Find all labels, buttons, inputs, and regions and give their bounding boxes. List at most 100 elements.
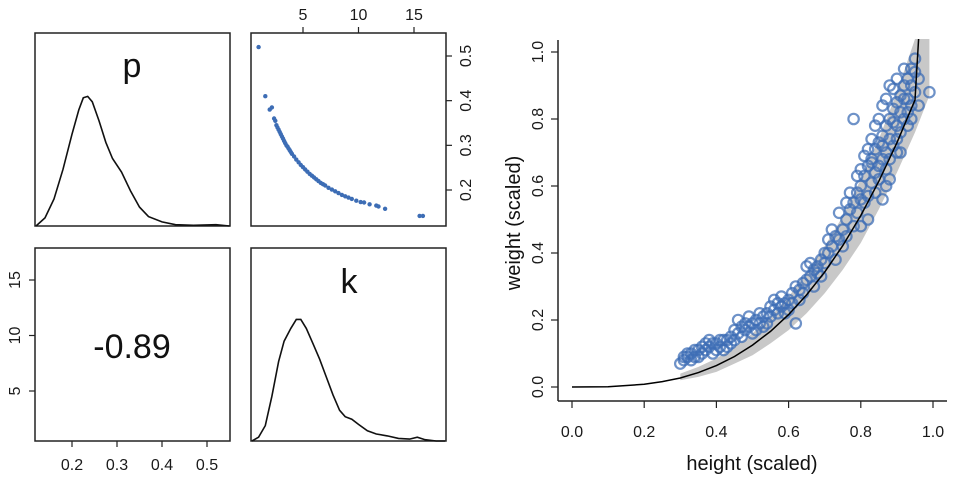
data-point (738, 317, 752, 330)
data-point (789, 317, 803, 330)
p-density-curve (35, 95, 230, 227)
data-point (800, 260, 813, 273)
data-point (901, 119, 914, 132)
data-point (897, 79, 911, 92)
data-point (876, 139, 889, 153)
data-point (818, 246, 831, 260)
pk-sample-point (339, 192, 345, 198)
data-point (904, 99, 918, 112)
data-point (702, 333, 716, 347)
data-point (677, 350, 691, 364)
data-point (760, 317, 774, 330)
data-point (854, 219, 868, 233)
data-point (865, 132, 878, 146)
data-point (890, 72, 904, 86)
data-point (886, 116, 900, 129)
p-right-tick-label: 0.3 (458, 134, 475, 156)
p-right-tick-label: 0.2 (458, 179, 475, 201)
k-density-curve (251, 318, 446, 442)
pk-sample-point (329, 187, 335, 192)
data-point (814, 253, 828, 267)
pk-sample-point (382, 206, 388, 211)
data-point (764, 310, 777, 323)
data-point (897, 92, 911, 106)
pk-sample-point (354, 198, 359, 203)
posterior-mean-curve (571, 38, 920, 388)
data-point (789, 280, 803, 293)
pk-scatter-points (256, 44, 426, 219)
data-point (742, 310, 756, 323)
fit-x-tick-label: 1.0 (922, 424, 944, 441)
data-point (738, 323, 752, 337)
p-bottom-tick-label: 0.5 (196, 457, 218, 474)
data-point (912, 72, 925, 86)
fit-x-axis-title: height (scaled) (686, 453, 817, 475)
data-point (735, 330, 748, 344)
data-point (710, 343, 723, 357)
correlation-panel (34, 247, 231, 442)
data-point (753, 306, 766, 320)
pk-sample-point (376, 204, 381, 209)
k-panel-label: k (341, 263, 359, 301)
data-point (876, 99, 889, 112)
data-point (821, 246, 835, 260)
data-point (886, 102, 900, 116)
pk-sample-point (367, 202, 372, 207)
data-point (803, 256, 817, 270)
data-point (843, 186, 857, 199)
pk-sample-point (349, 196, 354, 202)
pairs-axes: 5 10 15 0.2 0.3 0.4 0.5 0.2 0.3 0.4 0.5 5 10 15 (7, 7, 475, 474)
data-point (728, 333, 741, 347)
data-point (767, 293, 781, 307)
fit-y-tick-label: 0.6 (530, 175, 547, 197)
fit-plot: 0.0 0.2 0.4 0.6 0.8 1.0 0.0 0.2 0.4 0.6 0.8 1.0 hei… (503, 38, 947, 475)
data-point (854, 163, 868, 176)
data-point (858, 149, 871, 163)
data-point (807, 280, 821, 293)
fit-x-tick-label: 0.6 (777, 424, 799, 441)
fit-x-tick-label: 0.4 (705, 424, 727, 441)
data-point (829, 253, 842, 267)
fit-x-tick-label: 0.2 (633, 424, 655, 441)
data-point (731, 327, 745, 340)
k-top-tick-label: 10 (350, 7, 368, 24)
data-point (850, 169, 864, 183)
p-right-tick-label: 0.4 (458, 89, 475, 111)
fit-x-tick-label: 0.8 (850, 424, 872, 441)
data-point (923, 85, 936, 99)
data-point (681, 347, 694, 360)
k-left-tick-label: 10 (7, 327, 24, 345)
p-density-panel (34, 32, 231, 227)
data-point (832, 206, 846, 220)
data-point (847, 219, 860, 233)
k-left-tick-label: 5 (7, 386, 24, 395)
data-point (673, 357, 687, 370)
data-point (836, 240, 850, 253)
fit-data-points (673, 52, 936, 370)
p-right-tick-label: 0.5 (458, 45, 475, 67)
pk-sample-point (346, 195, 351, 200)
correlation-value: -0.89 (93, 328, 171, 366)
data-point (883, 79, 896, 92)
data-point (713, 340, 727, 354)
fit-y-tick-label: 0.4 (530, 242, 547, 264)
pk-sample-point (326, 185, 331, 190)
k-left-tick-label: 15 (7, 271, 24, 289)
pk-sample-point (291, 154, 297, 159)
data-point (756, 320, 770, 333)
data-point (840, 196, 853, 209)
k-top-tick-label: 5 (299, 7, 308, 24)
pk-sample-point (333, 189, 338, 194)
fit-y-axis-title: weight (scaled) (503, 156, 525, 292)
pk-sample-point (417, 213, 422, 219)
data-point (731, 313, 745, 327)
data-point (720, 340, 734, 354)
pk-sample-point (256, 44, 261, 50)
data-point (904, 112, 918, 126)
data-point (872, 112, 886, 126)
data-point (843, 203, 857, 216)
pk-sample-point (343, 194, 348, 199)
data-point (684, 353, 698, 367)
data-point (695, 347, 709, 360)
data-point (872, 173, 886, 186)
